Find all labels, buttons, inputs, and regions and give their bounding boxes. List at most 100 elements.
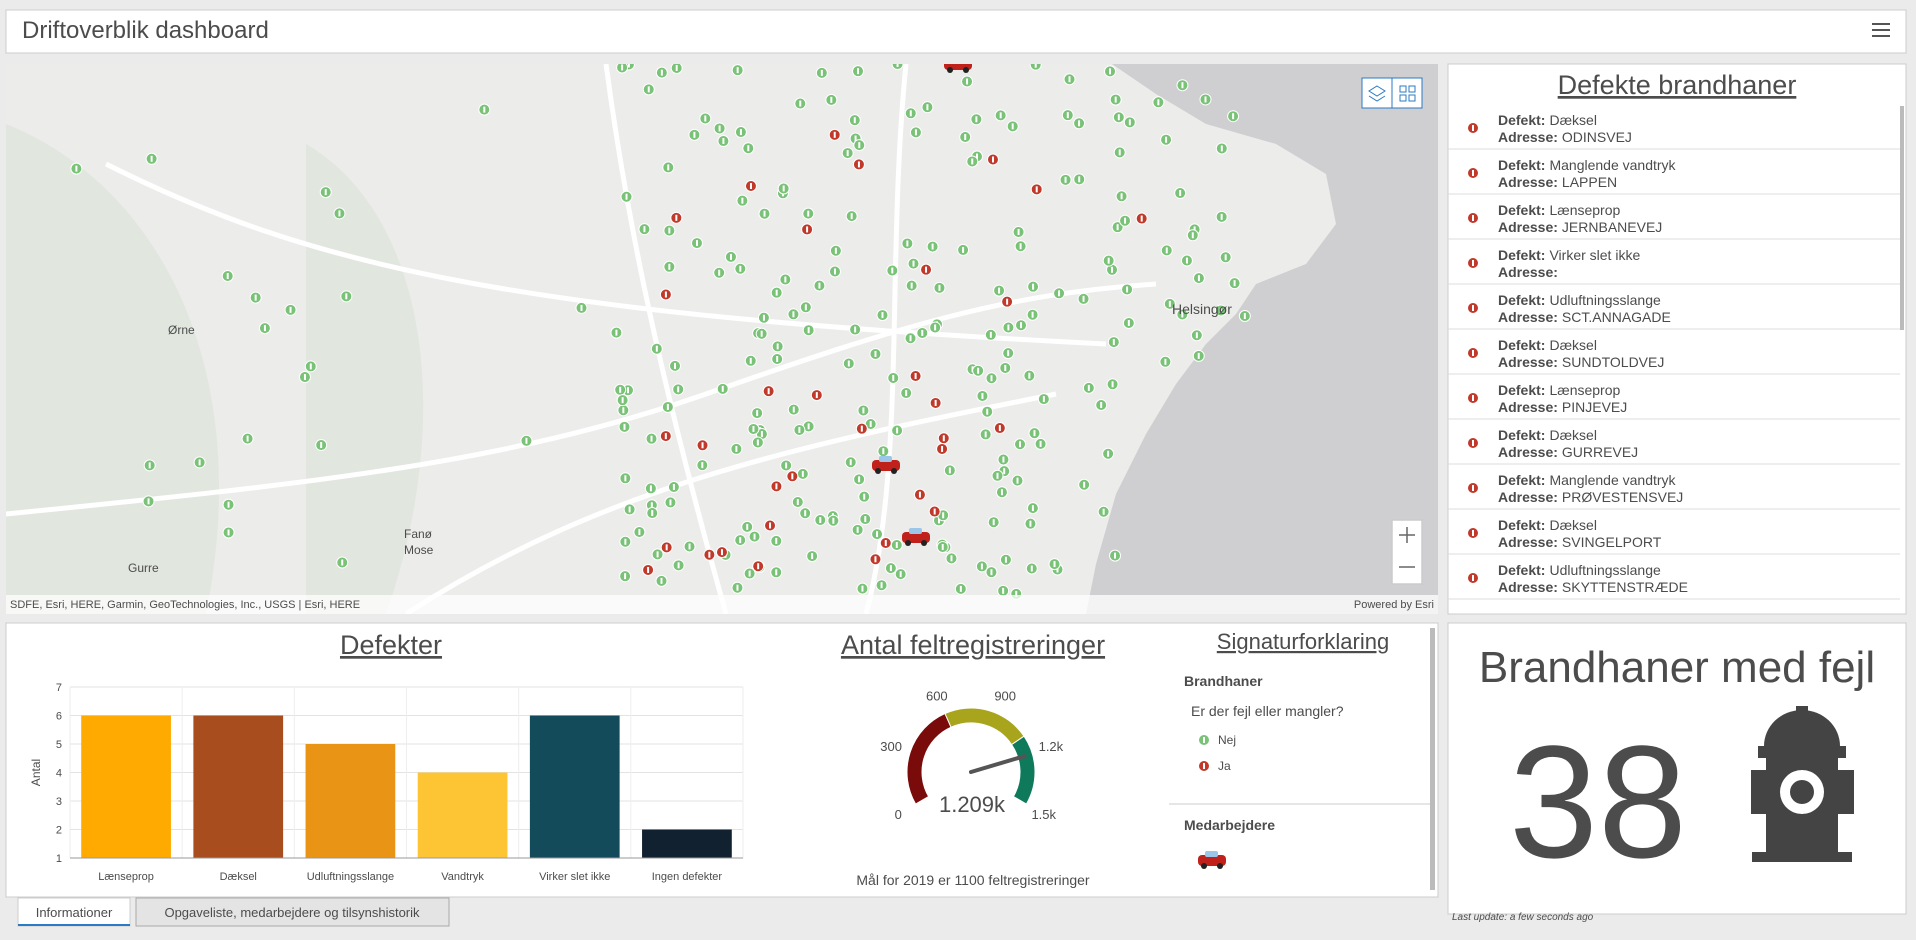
hydrant-marker bbox=[917, 327, 928, 338]
list-value: SCT.ANNAGADE bbox=[1562, 309, 1671, 325]
hydrant-marker bbox=[1116, 191, 1127, 202]
hydrant-marker bbox=[647, 508, 658, 519]
marker-glyph bbox=[1118, 114, 1120, 120]
list-label: Adresse: bbox=[1498, 309, 1558, 325]
list-value: SUNDTOLDVEJ bbox=[1562, 354, 1664, 370]
hydrant-marker bbox=[994, 423, 1005, 434]
zoom-controls[interactable] bbox=[1392, 520, 1422, 584]
hydrant-marker bbox=[962, 76, 973, 87]
marker-glyph bbox=[910, 335, 912, 341]
marker-glyph bbox=[1119, 149, 1121, 155]
map[interactable]: SDFE, Esri, HERE, Garmin, GeoTechnologie… bbox=[6, 55, 1438, 614]
hydrant-marker bbox=[1177, 80, 1188, 91]
hydrant-marker bbox=[857, 583, 868, 594]
marker-glyph bbox=[264, 325, 266, 331]
marker-glyph bbox=[861, 426, 863, 432]
marker-glyph bbox=[750, 183, 752, 189]
hydrant-marker bbox=[1153, 97, 1164, 108]
hydrant-marker bbox=[700, 113, 711, 124]
marker-glyph bbox=[746, 524, 748, 530]
scrollbar bbox=[1900, 106, 1904, 330]
hydrant-marker bbox=[611, 327, 622, 338]
hydrant-marker bbox=[986, 373, 997, 384]
marker-glyph bbox=[792, 311, 794, 317]
marker-glyph bbox=[750, 358, 752, 364]
hydrant-marker bbox=[334, 208, 345, 219]
indicator-value: 38 bbox=[1509, 712, 1687, 891]
tab-label[interactable]: Opgaveliste, medarbejdere og tilsynshist… bbox=[164, 905, 420, 920]
marker-glyph bbox=[1196, 332, 1198, 338]
y-tick-label: 1 bbox=[56, 853, 62, 865]
marker-glyph bbox=[808, 423, 810, 429]
hydrant-marker bbox=[771, 287, 782, 298]
chart-title: Defekter bbox=[340, 630, 442, 660]
map-powered: Powered by Esri bbox=[1354, 599, 1434, 611]
marker-glyph bbox=[832, 518, 834, 524]
hydrant-marker bbox=[718, 136, 729, 147]
hydrant-marker bbox=[735, 535, 746, 546]
map-place: Gurre bbox=[128, 561, 159, 575]
marker-glyph bbox=[741, 198, 743, 204]
marker-glyph bbox=[689, 543, 691, 549]
marker-glyph bbox=[1109, 68, 1111, 74]
marker-glyph bbox=[935, 400, 937, 406]
hydrant-marker bbox=[1468, 258, 1479, 269]
hydrant-marker bbox=[807, 551, 818, 562]
marker-glyph bbox=[622, 397, 624, 403]
hydrant-marker bbox=[982, 406, 993, 417]
hydrant-marker bbox=[922, 102, 933, 113]
map-place: Fanø bbox=[404, 527, 433, 541]
tab-label[interactable]: Informationer bbox=[36, 905, 113, 920]
marker-glyph bbox=[737, 67, 739, 73]
hydrant-marker bbox=[829, 129, 840, 140]
marker-glyph bbox=[752, 426, 754, 432]
hydrant-marker bbox=[673, 560, 684, 571]
map-layer-buttons[interactable] bbox=[1362, 78, 1422, 108]
marker-glyph bbox=[891, 268, 893, 274]
marker-glyph bbox=[962, 247, 964, 253]
hydrant-marker bbox=[1002, 296, 1013, 307]
hydrant-marker bbox=[1229, 278, 1240, 289]
map-place: Ørne bbox=[168, 323, 195, 337]
marker-glyph bbox=[797, 499, 799, 505]
hydrant-marker bbox=[615, 384, 626, 395]
hydrant-marker bbox=[826, 94, 837, 105]
marker-glyph bbox=[1108, 258, 1110, 264]
hydrant-marker bbox=[1199, 761, 1210, 772]
hydrant-marker bbox=[772, 354, 783, 365]
hydrant-marker bbox=[620, 473, 631, 484]
hydrant-marker bbox=[1108, 337, 1119, 348]
y-axis-title: Antal bbox=[29, 759, 43, 786]
hydrant-marker bbox=[1016, 320, 1027, 331]
hydrant-marker bbox=[618, 405, 629, 416]
gauge-value: 1.209k bbox=[939, 792, 1006, 817]
hydrant-marker bbox=[1200, 94, 1211, 105]
marker-glyph bbox=[992, 156, 994, 162]
marker-glyph bbox=[932, 244, 934, 250]
marker-glyph bbox=[1067, 112, 1069, 118]
map-place: Helsingør bbox=[1172, 301, 1232, 317]
marker-glyph bbox=[719, 125, 721, 131]
marker-glyph bbox=[199, 459, 201, 465]
marker-glyph bbox=[847, 150, 849, 156]
hydrant-marker bbox=[1031, 184, 1042, 195]
hydrant-marker bbox=[811, 390, 822, 401]
hydrant-marker bbox=[619, 421, 630, 432]
list-line: Adresse:SCT.ANNAGADE bbox=[1498, 309, 1671, 325]
marker-glyph bbox=[657, 551, 659, 557]
marker-glyph bbox=[981, 393, 983, 399]
hydrant-marker bbox=[977, 390, 988, 401]
marker-glyph bbox=[1065, 177, 1067, 183]
marker-glyph bbox=[651, 436, 653, 442]
marker-glyph bbox=[997, 473, 999, 479]
hydrant-marker bbox=[876, 580, 887, 591]
marker-glyph bbox=[656, 346, 658, 352]
hydrant-marker bbox=[1029, 428, 1040, 439]
hydrant-marker bbox=[892, 59, 903, 70]
car-wheel bbox=[921, 540, 927, 546]
marker-glyph bbox=[1005, 557, 1007, 563]
hydrant-marker bbox=[1199, 735, 1210, 746]
marker-glyph bbox=[1166, 247, 1168, 253]
marker-glyph bbox=[228, 529, 230, 535]
hydrant-marker bbox=[870, 348, 881, 359]
